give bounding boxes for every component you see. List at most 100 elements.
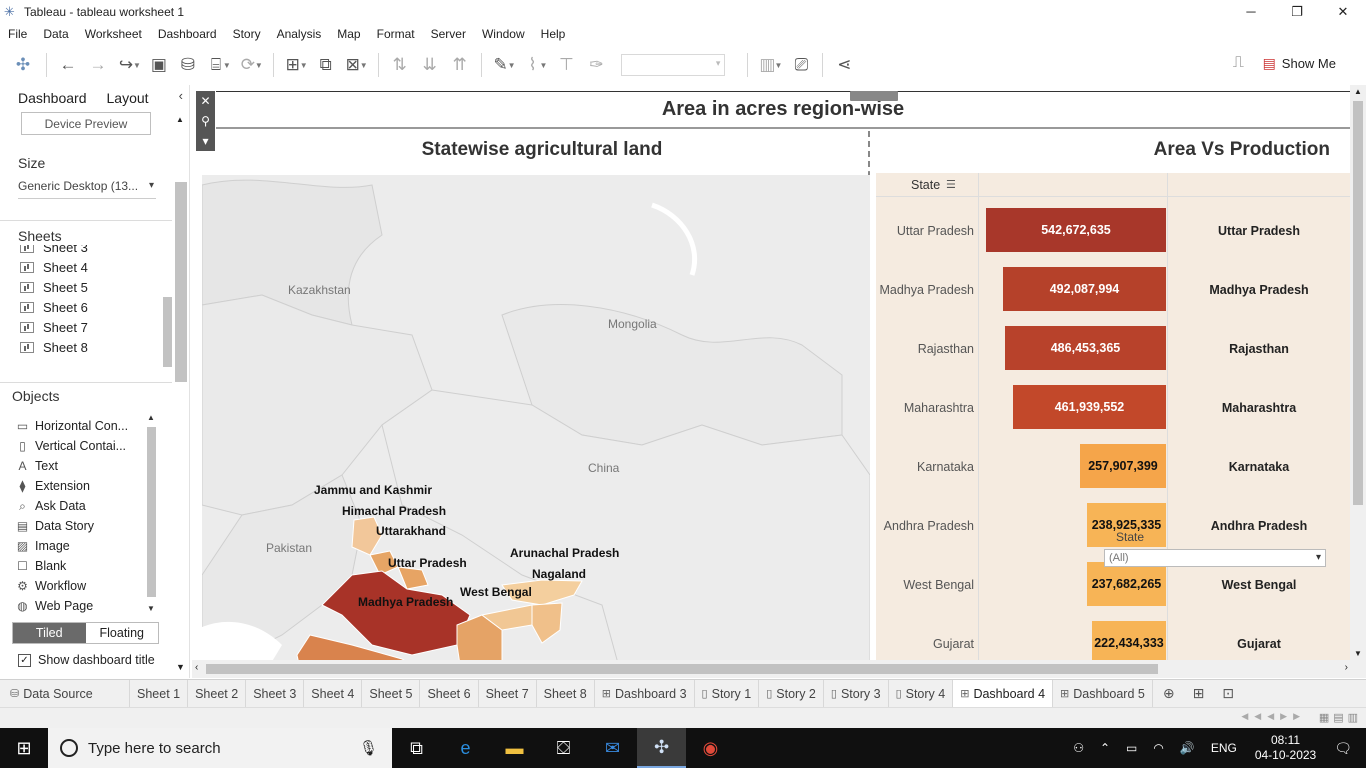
uttarakhand-shape[interactable]	[397, 566, 429, 590]
tab-layout[interactable]: Layout	[106, 90, 149, 106]
object-item[interactable]: ▭ Horizontal Con...	[16, 416, 146, 436]
bar-mark[interactable]: 486,453,365	[1005, 326, 1166, 370]
sheet-tab[interactable]: Sheet 5	[362, 680, 421, 707]
chevron-down-icon[interactable]: ▼	[507, 60, 516, 70]
sheet-list-item[interactable]: Sheet 7	[20, 317, 160, 337]
scroll-right-icon[interactable]: ›	[1344, 662, 1348, 673]
show-cards-icon[interactable]: ▥	[759, 55, 776, 74]
state-label[interactable]: Uttar Pradesh	[388, 556, 467, 570]
bar-mark[interactable]: 461,939,552	[1013, 385, 1166, 429]
left-panel-scrollbar[interactable]	[175, 112, 188, 382]
dashboard-title-container[interactable]: Area in acres region-wise	[216, 91, 1350, 129]
object-item[interactable]: ⌕ Ask Data	[16, 496, 146, 516]
sheet-tab[interactable]: Sheet 6	[420, 680, 479, 707]
bar-mark[interactable]: 222,434,333	[1092, 621, 1166, 665]
checkbox-checked-icon[interactable]: ✓	[18, 653, 31, 667]
chevron-down-icon[interactable]: ▼	[539, 60, 548, 70]
scrollbar-thumb[interactable]	[206, 664, 1158, 674]
share-icon[interactable]: ⋖	[837, 55, 852, 74]
taskbar-search[interactable]: Type here to search 🎙	[48, 728, 392, 768]
collapse-panel-icon[interactable]: ‹	[178, 88, 183, 103]
state-label[interactable]: West Bengal	[460, 585, 532, 599]
sheet-tab[interactable]: Sheet 3	[246, 680, 305, 707]
menu-dashboard[interactable]: Dashboard	[157, 26, 217, 41]
arunachal-pradesh-shape[interactable]	[501, 579, 583, 606]
menu-window[interactable]: Window	[481, 26, 525, 41]
sheet-list-item[interactable]: Sheet 6	[20, 297, 160, 317]
more-options-icon[interactable]: ▾	[202, 134, 209, 148]
view-mode-icons[interactable]: ▦▤▥	[1318, 712, 1362, 724]
tab-dashboard[interactable]: Dashboard	[18, 90, 87, 106]
bar-mark[interactable]: 492,087,994	[1003, 267, 1166, 311]
scroll-down-icon[interactable]: ▼	[1354, 649, 1362, 658]
task-view-icon[interactable]: ⧉	[410, 737, 423, 758]
microphone-icon[interactable]: 🎙	[358, 740, 378, 757]
refresh-icon[interactable]: ⟳	[240, 55, 255, 74]
bar-row[interactable]: Maharashtra 461,939,552 Maharashtra	[876, 378, 1350, 437]
menu-story[interactable]: Story	[232, 26, 261, 41]
restore-icon[interactable]: ❐	[1291, 3, 1303, 19]
object-item[interactable]: ⚙ Workflow	[16, 576, 146, 596]
bar-mark[interactable]: 542,672,635	[986, 208, 1166, 252]
people-icon[interactable]: ⚇	[1073, 741, 1084, 755]
volume-icon[interactable]: 🔊	[1179, 741, 1195, 755]
label-icon[interactable]: ⊤	[559, 55, 574, 74]
swap-icon[interactable]: ⇅	[392, 55, 407, 74]
chevron-down-icon[interactable]: ▼	[774, 60, 783, 70]
object-item[interactable]: A Text	[16, 456, 146, 476]
sheet-tab[interactable]: ⊞ Dashboard 5	[1053, 680, 1153, 707]
sheet-list-item[interactable]: Sheet 3	[20, 245, 160, 257]
scroll-up-icon[interactable]: ▲	[147, 413, 155, 422]
format-paint-icon[interactable]: ⎍	[1232, 54, 1244, 71]
show-me-button[interactable]: ▤ Show Me	[1263, 55, 1336, 72]
chevron-up-icon[interactable]: ⌃	[1099, 741, 1111, 755]
move-handle-icon[interactable]	[850, 91, 898, 101]
bar-row[interactable]: Karnataka 257,907,399 Karnataka	[876, 437, 1350, 496]
sheet-tab[interactable]: Sheet 1	[130, 680, 189, 707]
bar-mark[interactable]: 257,907,399	[1080, 444, 1166, 488]
show-dashboard-title-option[interactable]: ✓ Show dashboard title	[18, 653, 155, 667]
scroll-left-icon[interactable]: ‹	[195, 662, 199, 673]
store-icon[interactable]: ⛋	[556, 737, 571, 758]
sheet-tab[interactable]: ▯ Story 2	[759, 680, 824, 707]
object-item[interactable]: ▨ Image	[16, 536, 146, 556]
bar-row[interactable]: Rajasthan 486,453,365 Rajasthan	[876, 319, 1350, 378]
clock[interactable]: 08:11 04-10-2023	[1255, 733, 1316, 763]
bar-chart[interactable]: State ☰ Uttar Pradesh 542,672,635 Uttar Pr…	[876, 173, 1350, 678]
scrollbar-thumb[interactable]	[1353, 101, 1363, 505]
menu-format[interactable]: Format	[376, 26, 415, 41]
sheet-tab[interactable]: ▯ Story 1	[695, 680, 760, 707]
state-column-header[interactable]: State	[911, 178, 941, 192]
menu-data[interactable]: Data	[43, 26, 69, 41]
menu-server[interactable]: Server	[430, 26, 466, 41]
sheet-list-item[interactable]: Sheet 4	[20, 257, 160, 277]
sheet-tab[interactable]: Sheet 2	[188, 680, 247, 707]
menu-file[interactable]: File	[8, 26, 28, 41]
state-label[interactable]: Jammu and Kashmir	[314, 483, 433, 497]
network-icon[interactable]: ◠	[1153, 741, 1164, 755]
sheet-tab[interactable]: Sheet 7	[479, 680, 537, 707]
minimize-icon[interactable]: ─	[1246, 4, 1256, 19]
chevron-down-icon[interactable]: ▼	[299, 60, 308, 70]
object-item[interactable]: ⧫ Extension	[16, 476, 146, 496]
sheet-tab[interactable]: Sheet 8	[537, 680, 595, 707]
new-worksheet-icon[interactable]: ⊞	[285, 55, 300, 74]
pin-icon[interactable]: ✑	[589, 55, 604, 74]
sheet-list-item[interactable]: Sheet 5	[20, 277, 160, 297]
save-icon[interactable]: ▣	[150, 55, 167, 74]
undo-icon[interactable]: ←	[59, 55, 77, 74]
jammu-kashmir-shape[interactable]	[351, 516, 383, 556]
highlight-icon[interactable]: ✎	[493, 55, 508, 74]
bar-mark[interactable]: 237,682,265	[1087, 562, 1166, 606]
presentation-mode-icon[interactable]: ⎚	[794, 55, 809, 74]
tableau-taskbar-icon[interactable]: ✣	[637, 728, 686, 768]
menu-map[interactable]: Map	[337, 26, 361, 41]
language-indicator[interactable]: ENG	[1210, 741, 1237, 755]
vertical-scrollbar[interactable]: ▲ ▼	[1350, 85, 1366, 660]
object-item[interactable]: ▤ Data Story	[16, 516, 146, 536]
map-view[interactable]: Kazakhstan Mongolia China Pakistan Jammu an…	[202, 175, 870, 678]
edge-icon[interactable]: e	[460, 737, 471, 758]
battery-icon[interactable]: ▭	[1126, 741, 1138, 755]
fit-dropdown[interactable]	[621, 54, 726, 76]
group-icon[interactable]: ⌇	[528, 55, 537, 74]
